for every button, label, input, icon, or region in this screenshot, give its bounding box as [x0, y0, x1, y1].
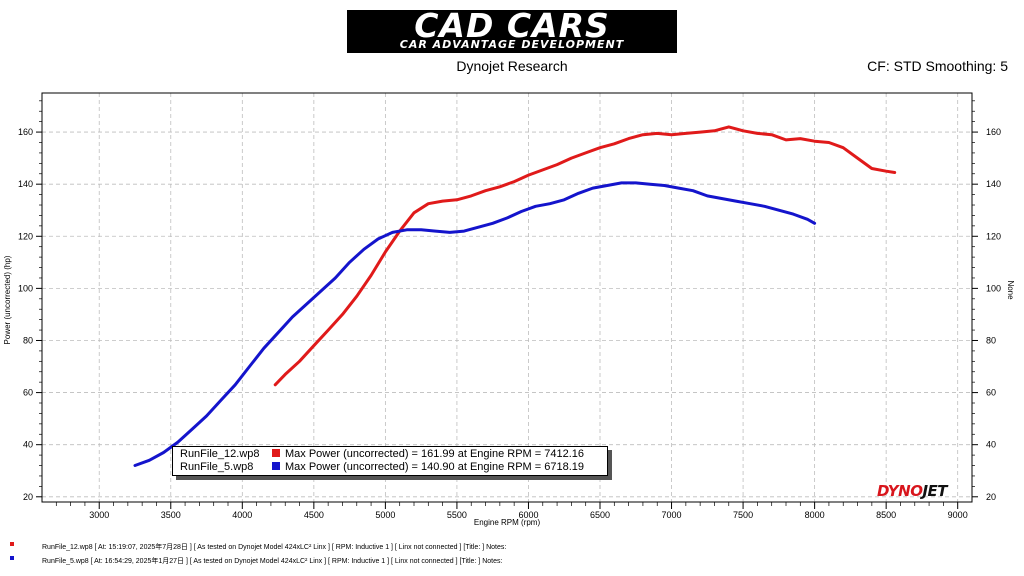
x-tick-label: 7500 [733, 510, 753, 520]
y2-tick-label: 160 [986, 127, 1001, 137]
y-tick-label: 100 [18, 283, 33, 293]
y-axis-label: Power (uncorrected) (hp) [3, 255, 12, 344]
x-tick-label: 5000 [375, 510, 395, 520]
x-tick-label: 4000 [232, 510, 252, 520]
grid-lines [42, 93, 972, 502]
x-tick-label: 6000 [518, 510, 538, 520]
x-tick-label: 3500 [161, 510, 181, 520]
y-tick-label: 140 [18, 179, 33, 189]
chart-subtitle: Dynojet Research [456, 58, 568, 74]
x-tick-label: 8500 [876, 510, 896, 520]
y2-tick-label: 100 [986, 283, 1001, 293]
cf-smoothing-label: CF: STD Smoothing: 5 [867, 58, 1008, 74]
x-axis-label: Engine RPM (rpm) [474, 518, 541, 527]
logo-main-text: CAD CARS [414, 6, 610, 45]
x-tick-label: 7000 [662, 510, 682, 520]
y2-tick-label: 120 [986, 231, 1001, 241]
legend-file-name: RunFile_5.wp8 [180, 461, 254, 473]
x-tick-label: 9000 [948, 510, 968, 520]
x-tick-label: 5500 [447, 510, 467, 520]
footer-marker-blue [10, 556, 14, 561]
y2-tick-label: 20 [986, 492, 996, 502]
series-line-runfile-5 [133, 181, 817, 467]
legend-file-name: RunFile_12.wp8 [180, 448, 260, 460]
dynojet-logo-jet: JET [922, 482, 948, 500]
x-tick-label: 3000 [89, 510, 109, 520]
legend-swatch-blue [272, 462, 280, 471]
y-tick-label: 160 [18, 127, 33, 137]
footer-runfile-12: RunFile_12.wp8 [ At: 15:19:07, 2025年7月28… [10, 542, 506, 552]
dynojet-logo: DYNOJET [877, 482, 948, 500]
tick-labels: 3000 3500 4000 4500 5000 5500 6000 6500 7000 7500… [18, 127, 1001, 520]
y-tick-label: 20 [23, 492, 33, 502]
cad-cars-logo: CAD CARS CAR ADVANTAGE DEVELOPMENT [347, 6, 677, 53]
legend-entry-runfile-5: RunFile_5.wp8 Max Power (uncorrected) = 1… [180, 461, 584, 474]
legend-text: Max Power (uncorrected) = 161.99 at Engi… [285, 448, 585, 460]
plot-frame [41, 92, 973, 503]
y-tick-label: 60 [23, 388, 33, 398]
legend-text: Max Power (uncorrected) = 140.90 at Engi… [285, 461, 585, 473]
y2-tick-label: 40 [986, 440, 996, 450]
y-tick-label: 120 [18, 231, 33, 241]
y2-axis-label: None [1006, 280, 1015, 300]
legend: RunFile_12.wp8 Max Power (uncorrected) = … [172, 446, 608, 476]
y-tick-label: 80 [23, 335, 33, 345]
x-tick-label: 4500 [304, 510, 324, 520]
footer-text: RunFile_5.wp8 [ At: 16:54:29, 2025年1月27日… [42, 558, 503, 565]
y2-tick-label: 140 [986, 179, 1001, 189]
x-tick-label: 6500 [590, 510, 610, 520]
y2-tick-label: 80 [986, 335, 996, 345]
legend-entry-runfile-12: RunFile_12.wp8 Max Power (uncorrected) = … [180, 448, 584, 461]
dynojet-logo-dyno: DYNO [877, 482, 923, 500]
footer-runfile-5: RunFile_5.wp8 [ At: 16:54:29, 2025年1月27日… [10, 556, 502, 566]
legend-swatch-red [272, 449, 280, 458]
x-tick-label: 8000 [805, 510, 825, 520]
series-lines [133, 125, 897, 467]
footer-text: RunFile_12.wp8 [ At: 15:19:07, 2025年7月28… [42, 544, 507, 551]
series-line-runfile-12 [273, 125, 897, 387]
y2-tick-label: 60 [986, 388, 996, 398]
y-tick-label: 40 [23, 440, 33, 450]
footer-marker-red [10, 542, 14, 547]
logo-sub-text: CAR ADVANTAGE DEVELOPMENT [399, 38, 625, 51]
